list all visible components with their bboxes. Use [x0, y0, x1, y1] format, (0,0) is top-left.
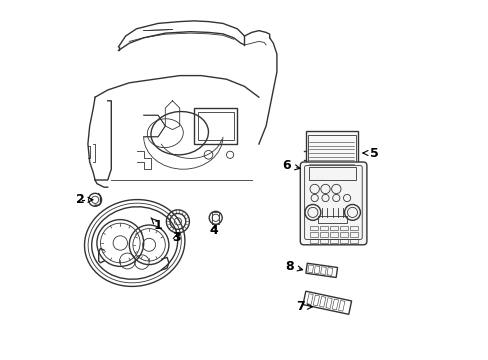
Text: 6: 6 — [282, 159, 299, 172]
Ellipse shape — [84, 199, 184, 287]
Text: 2: 2 — [76, 193, 93, 206]
Bar — [303, 291, 351, 314]
Text: 1: 1 — [151, 218, 162, 231]
Bar — [305, 263, 337, 278]
Text: 3: 3 — [171, 231, 180, 244]
FancyBboxPatch shape — [300, 162, 366, 245]
Text: 5: 5 — [362, 147, 378, 159]
Text: 8: 8 — [285, 260, 302, 273]
Text: 4: 4 — [209, 224, 218, 237]
FancyBboxPatch shape — [305, 131, 357, 171]
Text: 7: 7 — [295, 300, 312, 313]
